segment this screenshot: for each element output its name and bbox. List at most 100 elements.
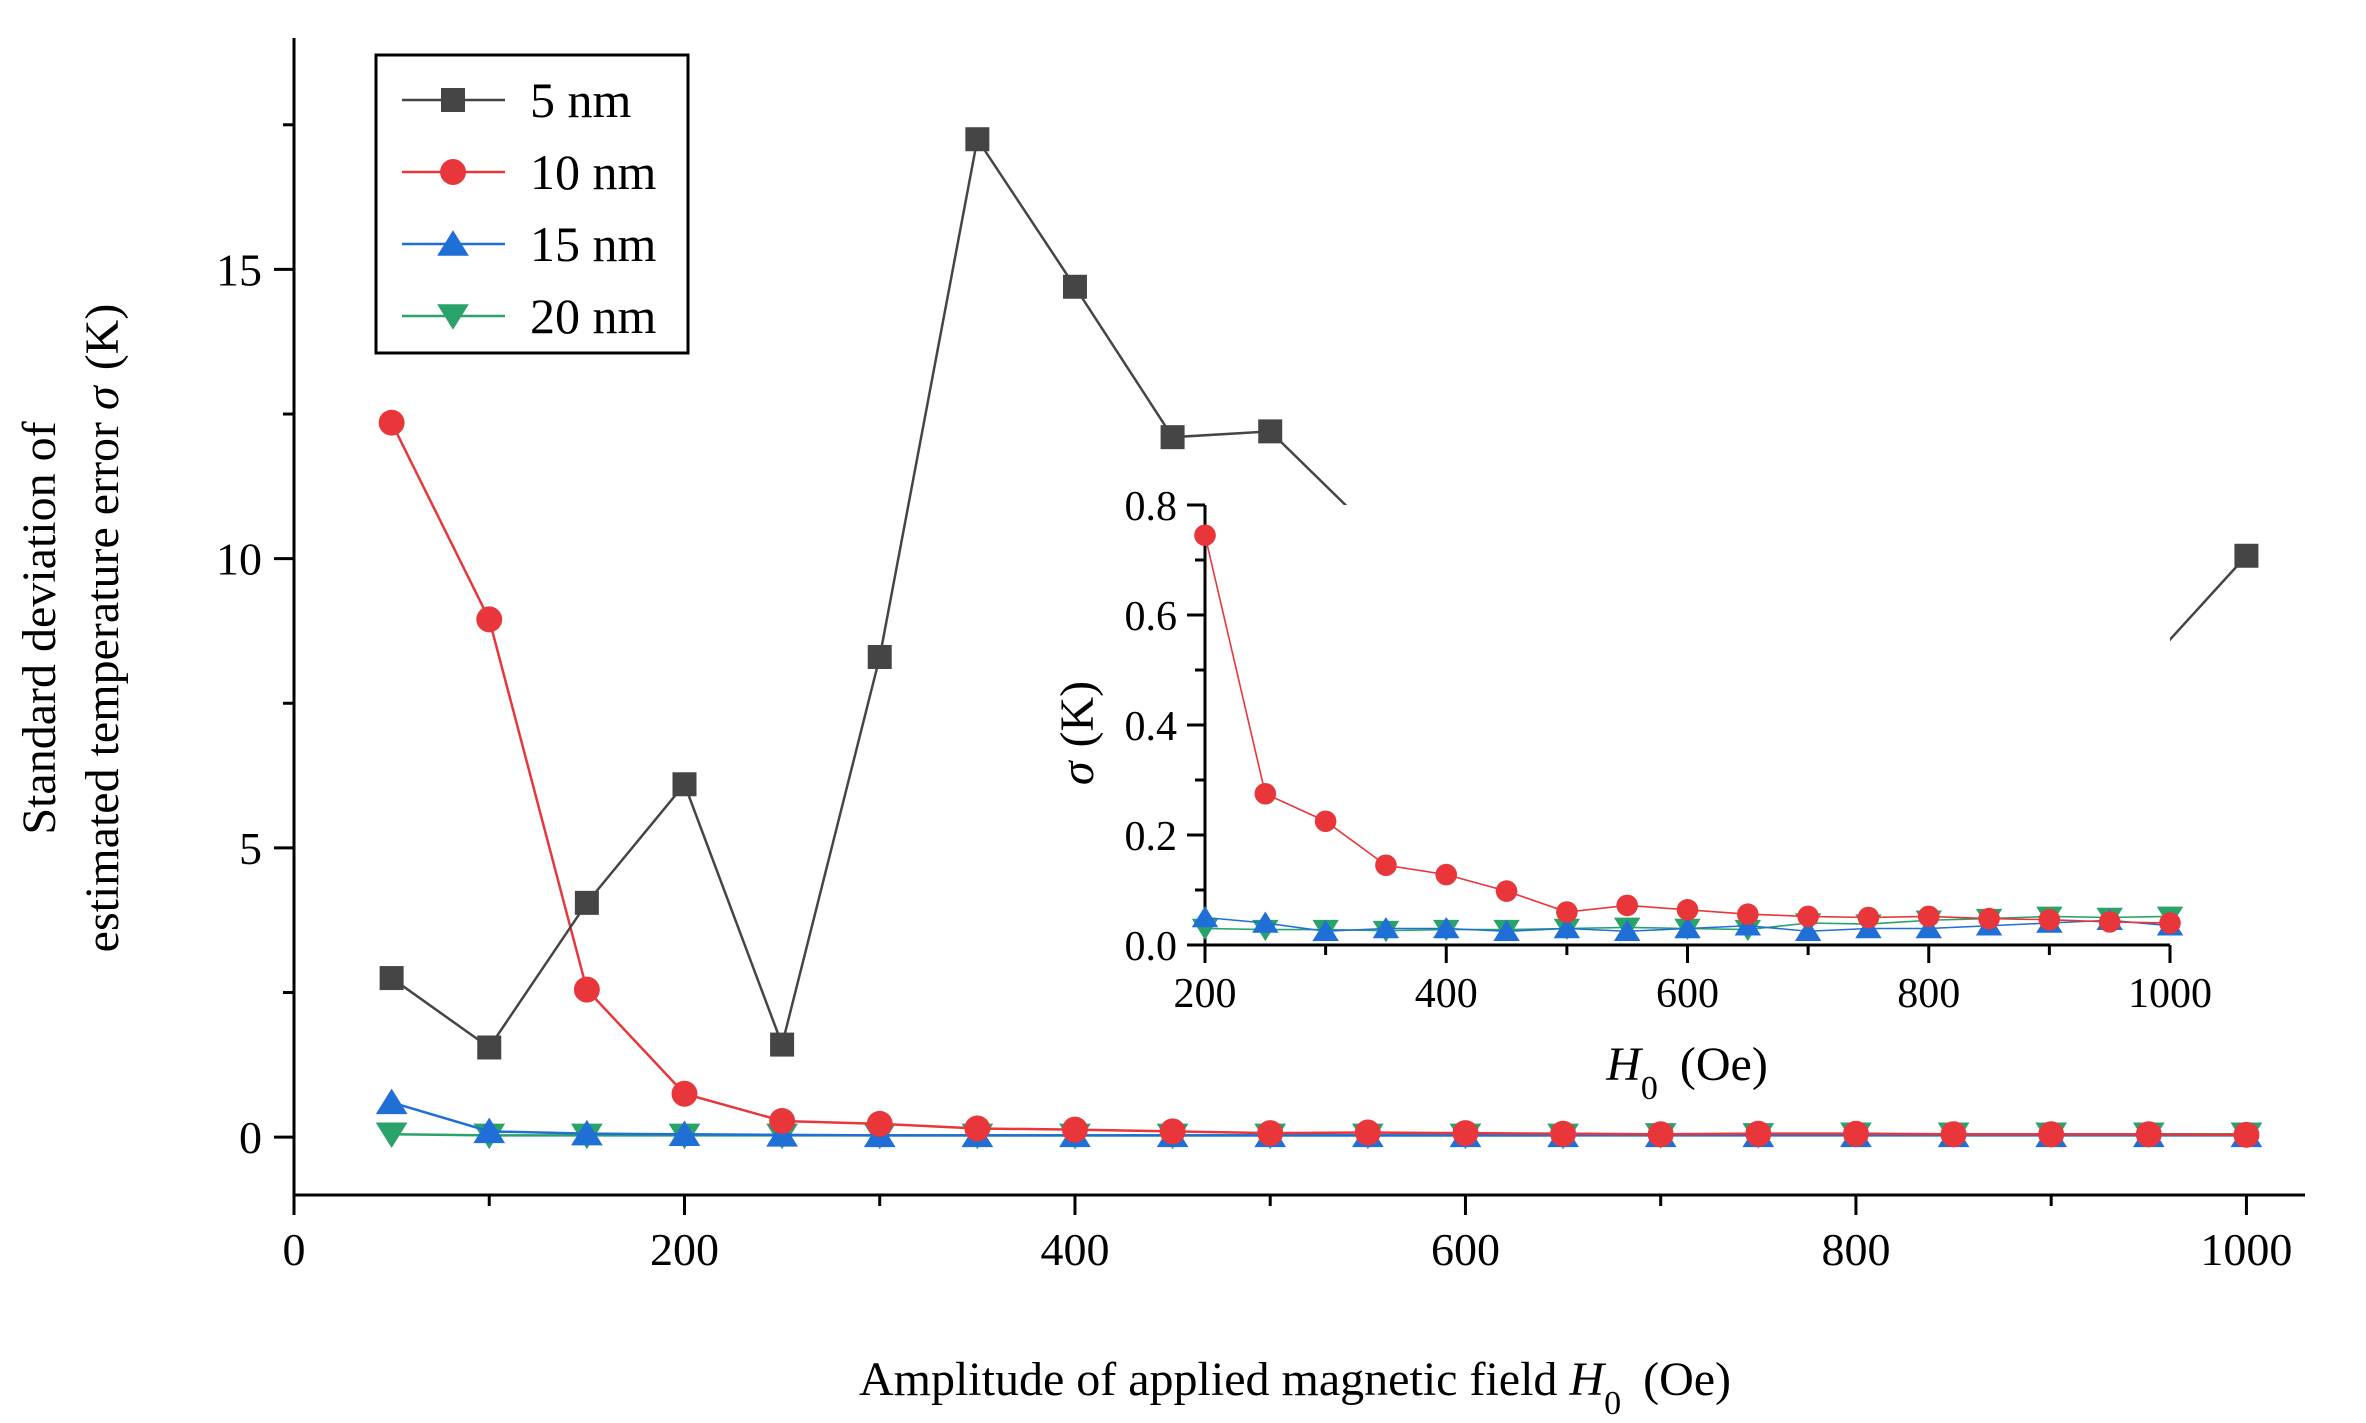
legend-frame: [374, 53, 690, 355]
inset-plot-area: [1191, 524, 2184, 943]
main-x-tick-label: 0: [283, 1224, 306, 1275]
data-point: [672, 772, 697, 797]
data-point: [570, 1119, 603, 1146]
data-point: [1452, 1120, 1479, 1147]
data-point: [1062, 1116, 1088, 1143]
data-point: [1940, 1121, 1967, 1148]
inset-data-point: [1312, 919, 1339, 942]
inset-data-point: [1252, 911, 1279, 933]
data-point: [2234, 543, 2259, 568]
legend-marker: [441, 88, 465, 112]
inset-data-point: [1556, 901, 1578, 923]
main-x-axis-label: Amplitude of applied magnetic field H0 (O…: [859, 1353, 1731, 1422]
data-point: [1354, 1119, 1381, 1146]
inset-data-point: [1737, 903, 1759, 925]
legend: 5 nm 10 nm 15 nm 20 nm: [374, 53, 690, 355]
inset-x-tick-label: 600: [1656, 971, 1719, 1017]
inset-data-point: [1797, 905, 1819, 928]
main-y-tick-label: 15: [216, 244, 262, 295]
inset-data-point: [1194, 524, 1216, 547]
data-point: [668, 1120, 701, 1146]
inset-x-tick-label: 1000: [2128, 971, 2212, 1017]
inset-axes: 200 400 600 800 1000 0.0 0.2 0.4 0.6 0.8: [1125, 484, 2213, 1017]
main-y-tick-label: 5: [239, 823, 262, 874]
inset-data-point: [1375, 854, 1397, 877]
legend-item: 10 nm: [402, 144, 657, 200]
legend-item: 20 nm: [402, 288, 657, 344]
main-x-tick-label: 800: [1821, 1224, 1890, 1275]
data-point: [1745, 1120, 1772, 1147]
main-axes: 0 200 400 600 800 1000 0 5 10 15: [216, 38, 2305, 1275]
data-point: [473, 1117, 506, 1144]
main-x-tick-label: 200: [650, 1224, 719, 1275]
inset-x-tick-label: 400: [1415, 971, 1478, 1017]
inset-data-point: [1372, 917, 1400, 939]
data-point: [1257, 1120, 1284, 1147]
inset-data-point: [1676, 899, 1699, 921]
inset-data-point: [1314, 810, 1337, 833]
data-point: [2135, 1121, 2162, 1148]
legend-label: 5 nm: [530, 72, 632, 128]
legend-label: 20 nm: [530, 288, 657, 344]
inset-data-point: [1857, 906, 1880, 929]
inset-chart: 200 400 600 800 1000 0.0 0.2 0.4 0.6 0.8 H0 (Oe) σ…: [1051, 484, 2212, 1107]
series-15-nm: [375, 1088, 2263, 1148]
data-point: [1550, 1120, 1577, 1147]
main-y-axis-label-line1: Standard deviation of: [13, 421, 66, 834]
legend-item: 15 nm: [402, 216, 657, 272]
data-point: [375, 1088, 408, 1115]
data-point: [1842, 1120, 1869, 1147]
inset-y-tick-label: 0.4: [1125, 704, 1178, 750]
inset-data-point: [1493, 919, 1520, 942]
inset-y-tick-label: 0.6: [1125, 594, 1178, 640]
data-point: [1258, 419, 1283, 444]
series-10-nm: [378, 409, 2260, 1148]
inset-background: [1205, 505, 2170, 945]
data-point: [769, 1107, 796, 1134]
series-line: [390, 422, 2247, 1137]
inset-x-tick-label: 800: [1897, 971, 1960, 1017]
data-point: [573, 976, 600, 1003]
data-point: [965, 127, 990, 152]
inset-data-point: [1435, 863, 1458, 886]
inset-x-axis-label: H0 (Oe): [1605, 1038, 1768, 1107]
inset-data-point: [2098, 911, 2121, 933]
inset-data-point: [1674, 917, 1701, 939]
inset-data-point: [1613, 919, 1641, 942]
data-point: [378, 409, 405, 436]
inset-y-tick-label: 0.8: [1125, 484, 1178, 530]
inset-y-tick-label: 0.0: [1125, 924, 1178, 970]
data-point: [671, 1080, 698, 1107]
data-point: [375, 1122, 408, 1149]
inset-data-point: [1978, 907, 2000, 930]
inset-y-tick-label: 0.2: [1125, 814, 1178, 860]
data-point: [1062, 274, 1087, 299]
data-point: [2233, 1121, 2260, 1148]
legend-item: 5 nm: [402, 72, 632, 128]
inset-data-point: [1254, 782, 1277, 805]
inset-data-point: [1794, 919, 1822, 942]
inset-data-point: [1915, 917, 1942, 939]
main-x-tick-label: 1000: [2200, 1224, 2292, 1275]
main-x-tick-label: 400: [1040, 1224, 1109, 1275]
legend-marker: [437, 230, 469, 256]
series-line: [391, 1101, 2247, 1137]
inset-data-point: [1191, 906, 1219, 928]
data-point: [1160, 425, 1185, 450]
inset-y-axis-label: σ(K): [1051, 681, 1104, 785]
main-x-tick-label: 600: [1431, 1224, 1500, 1275]
inset-data-point: [1553, 917, 1581, 939]
inset-data-point: [1917, 905, 1940, 928]
legend-marker: [440, 159, 466, 185]
data-point: [574, 890, 599, 915]
legend-marker: [437, 304, 469, 330]
inset-data-point: [2038, 908, 2061, 931]
inset-x-tick-label: 200: [1174, 971, 1237, 1017]
main-y-tick-label: 0: [239, 1112, 262, 1163]
legend-label: 10 nm: [530, 144, 657, 200]
data-point: [1647, 1121, 1674, 1148]
main-y-axis-label-line2: estimated temperature error σ(K): [76, 304, 129, 953]
data-point: [476, 606, 503, 633]
data-point: [964, 1115, 991, 1142]
